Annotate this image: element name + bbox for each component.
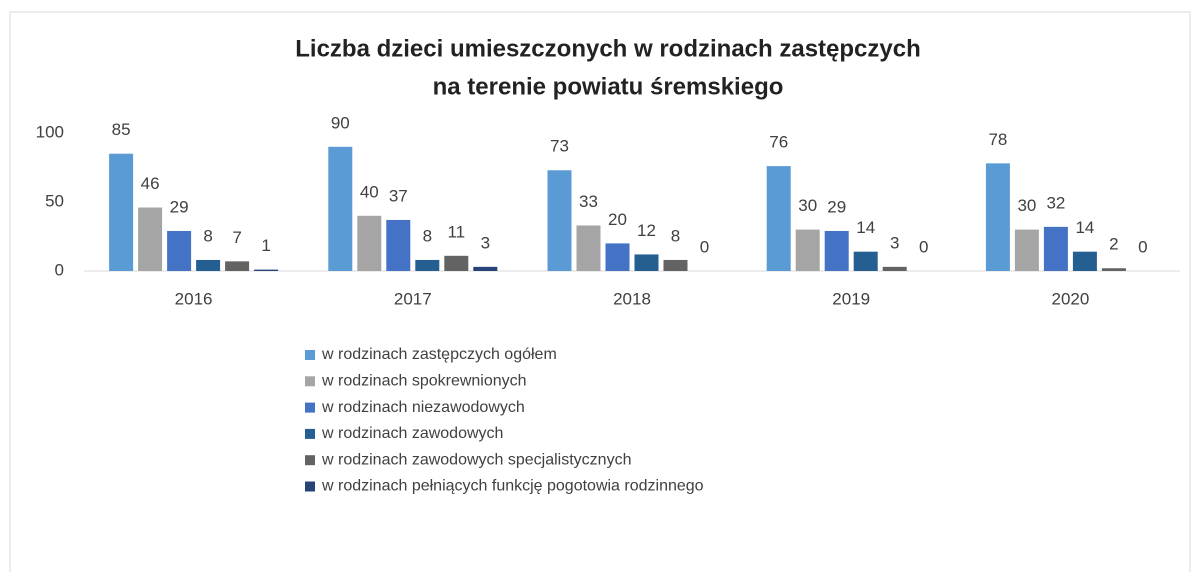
- value-label: 1: [261, 236, 270, 255]
- chart-title: na terenie powiatu śremskiego: [433, 73, 784, 100]
- bar: [357, 215, 382, 271]
- value-label: 8: [203, 226, 212, 245]
- chart-title: Liczba dzieci umieszczonych w rodzinach …: [295, 35, 921, 62]
- legend-swatch: [305, 455, 315, 466]
- legend-swatch: [305, 350, 315, 360]
- value-label: 90: [331, 113, 350, 132]
- legend-label: w rodzinach niezawodowych: [321, 399, 525, 416]
- value-label: 14: [856, 218, 875, 237]
- bar: [386, 219, 411, 271]
- value-label: 46: [141, 174, 160, 193]
- value-label: 12: [637, 221, 656, 240]
- value-label: 8: [423, 226, 432, 245]
- value-label: 3: [481, 233, 490, 252]
- value-label: 85: [112, 120, 131, 139]
- chart-border: [9, 11, 1191, 572]
- y-tick-label: 100: [36, 122, 64, 141]
- value-label: 14: [1075, 218, 1094, 237]
- bar: [853, 251, 878, 271]
- value-label: 0: [919, 237, 928, 256]
- bar: [1014, 229, 1039, 271]
- bar: [576, 225, 601, 271]
- legend-swatch: [305, 376, 315, 387]
- bar: [109, 153, 134, 271]
- bar: [473, 266, 498, 271]
- bar: [882, 266, 907, 271]
- legend-label: w rodzinach zawodowych specjalistycznych: [321, 451, 631, 468]
- legend-label: w rodzinach zawodowych: [321, 425, 503, 442]
- value-label: 0: [1138, 237, 1147, 256]
- value-label: 8: [671, 226, 680, 245]
- bar: [1101, 268, 1126, 271]
- bar: [167, 230, 192, 271]
- bar: [254, 269, 279, 271]
- legend-swatch: [305, 402, 315, 413]
- bar: [444, 255, 469, 271]
- y-tick-label: 50: [45, 191, 64, 210]
- legend-label: w rodzinach zastępczych ogółem: [321, 346, 557, 363]
- value-label: 40: [360, 182, 379, 201]
- x-tick-label: 2019: [832, 289, 870, 308]
- legend-label: w rodzinach pełniących funkcję pogotowia…: [321, 478, 704, 495]
- value-label: 20: [608, 210, 627, 229]
- x-tick-label: 2020: [1051, 289, 1089, 308]
- legend-label: w rodzinach spokrewnionych: [321, 373, 527, 390]
- bar: [1072, 251, 1097, 271]
- value-label: 3: [890, 233, 899, 252]
- value-label: 37: [389, 186, 408, 205]
- x-tick-label: 2016: [175, 289, 213, 308]
- legend-swatch: [305, 481, 315, 492]
- value-label: 73: [550, 137, 569, 156]
- value-label: 32: [1046, 193, 1065, 212]
- bar: [795, 229, 820, 271]
- bar: [415, 259, 440, 271]
- legend-swatch: [305, 428, 315, 439]
- value-label: 30: [1017, 196, 1036, 215]
- bar: [766, 166, 791, 271]
- bar: [824, 230, 849, 271]
- bar: [605, 243, 630, 271]
- bar: [138, 207, 163, 271]
- y-tick-label: 0: [55, 260, 64, 279]
- value-label: 29: [170, 197, 189, 216]
- bar: [196, 259, 221, 271]
- bar: [663, 259, 688, 271]
- bar: [547, 170, 572, 271]
- value-label: 29: [827, 197, 846, 216]
- bar: [634, 254, 659, 271]
- x-tick-label: 2018: [613, 289, 651, 308]
- x-tick-label: 2017: [394, 289, 432, 308]
- value-label: 76: [769, 133, 788, 152]
- value-label: 33: [579, 192, 598, 211]
- bar: [225, 261, 250, 271]
- bar: [985, 163, 1010, 271]
- value-label: 0: [700, 237, 709, 256]
- value-label: 11: [447, 222, 465, 241]
- bar: [328, 146, 353, 271]
- bar: [1043, 226, 1068, 271]
- value-label: 30: [798, 196, 817, 215]
- value-label: 2: [1109, 235, 1118, 254]
- value-label: 78: [988, 130, 1007, 149]
- value-label: 7: [232, 228, 241, 247]
